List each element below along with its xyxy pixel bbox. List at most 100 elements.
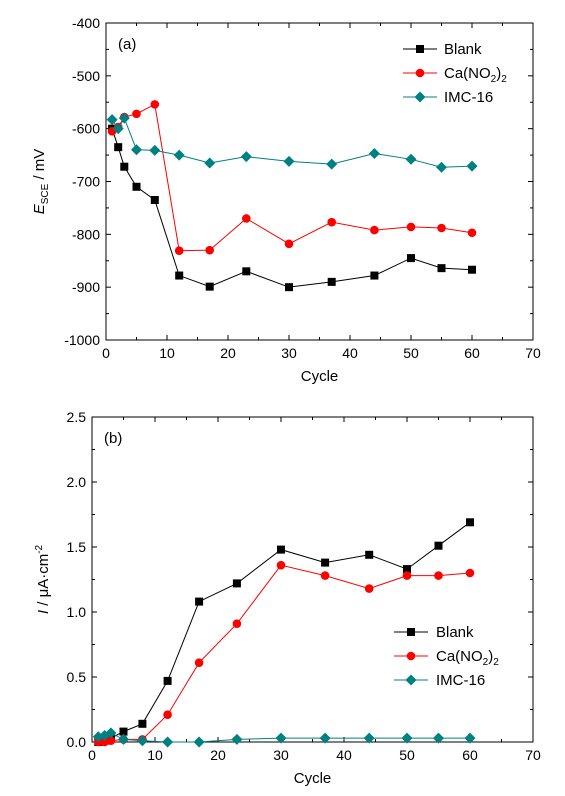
x-tick-label: 40 — [342, 345, 358, 361]
y-tick-label: 1.5 — [67, 539, 87, 555]
y-tick-label: -800 — [72, 226, 100, 242]
data-point — [405, 153, 417, 165]
chart-panel-b: 0 10 20 30 40 50 60 70 0.0 0.5 1.0 1.5 2.0 2.5 Cycle I … — [34, 409, 541, 787]
y-axis-label: ESCE / mV — [31, 149, 51, 215]
y-tick-label: 1.0 — [67, 604, 87, 620]
x-tick-label: 0 — [88, 747, 96, 763]
x-tick-label: 50 — [399, 747, 415, 763]
data-point — [232, 619, 242, 628]
y-tick-label: 0.5 — [67, 669, 87, 685]
x-axis-label: Cycle — [301, 368, 339, 385]
data-point — [162, 736, 174, 748]
y-tick-label: -900 — [72, 279, 100, 295]
data-point — [150, 195, 159, 204]
data-point — [204, 157, 216, 169]
data-point — [436, 161, 447, 173]
data-point — [242, 267, 251, 276]
data-point — [118, 112, 130, 124]
data-point — [205, 282, 214, 291]
data-point — [163, 676, 172, 685]
data-point — [370, 225, 379, 235]
data-point — [106, 736, 116, 745]
data-point — [205, 245, 214, 255]
series-1 — [94, 560, 475, 747]
data-point — [149, 144, 161, 156]
legend-entry: Ca(NO2)2 — [444, 65, 507, 85]
y-tick-label: -500 — [72, 68, 100, 84]
y-tick-label: 2.5 — [67, 409, 87, 425]
data-point — [119, 727, 128, 736]
y-tick-label: -1000 — [64, 332, 100, 348]
legend-entry: Blank — [444, 41, 482, 58]
plot-frame — [91, 416, 534, 743]
data-point — [195, 597, 204, 606]
data-point — [150, 100, 160, 109]
x-tick-label: 70 — [525, 747, 541, 763]
legend-marker — [414, 91, 426, 103]
data-point — [120, 162, 129, 171]
series-2 — [92, 727, 476, 748]
data-point — [118, 733, 129, 745]
legend-marker — [415, 68, 425, 78]
data-point — [114, 143, 123, 152]
data-point — [131, 144, 142, 156]
data-point — [320, 571, 330, 580]
data-point — [466, 518, 474, 527]
data-point — [437, 223, 446, 233]
data-point — [434, 541, 443, 550]
data-point — [112, 123, 124, 135]
series-1 — [107, 100, 477, 256]
data-point — [466, 160, 478, 172]
data-point — [403, 565, 411, 574]
legend-entry: IMC-16 — [444, 89, 493, 106]
y-tick-label: -600 — [72, 121, 100, 137]
y-axis-label: I / μA·cm-2 — [34, 544, 52, 614]
y-tick-label: -400 — [72, 15, 100, 31]
x-tick-label: 0 — [102, 345, 110, 361]
x-tick-label: 10 — [147, 747, 163, 763]
legend-marker — [406, 651, 416, 661]
series-0 — [108, 124, 476, 292]
x-tick-label: 60 — [464, 345, 480, 361]
legend-entry: IMC-16 — [436, 672, 485, 689]
data-point — [406, 222, 416, 232]
x-tick-label: 60 — [462, 747, 478, 763]
data-point — [106, 114, 118, 126]
data-point — [365, 550, 374, 559]
data-point — [319, 732, 331, 744]
x-tick-label: 10 — [159, 345, 175, 361]
x-tick-label: 20 — [220, 345, 236, 361]
data-point — [364, 584, 374, 593]
data-point — [276, 560, 286, 570]
data-point — [434, 571, 443, 580]
data-point — [194, 658, 204, 667]
data-point — [321, 558, 330, 567]
data-point — [464, 732, 476, 744]
y-tick-label: 0.0 — [67, 734, 87, 750]
data-point — [407, 254, 415, 263]
data-point — [193, 736, 205, 748]
legend-entry: Blank — [436, 624, 474, 641]
data-point — [163, 710, 172, 719]
data-point — [175, 271, 184, 280]
data-point — [433, 732, 444, 744]
data-point — [363, 732, 375, 744]
panel-label: (b) — [104, 430, 122, 447]
chart-panel-a: 0 10 20 30 40 50 60 70 -1000 -900 -800 -700 -600 -500… — [31, 15, 541, 385]
data-point — [231, 733, 243, 745]
data-point — [284, 239, 294, 249]
data-point — [138, 719, 147, 728]
y-tick-label: 2.0 — [67, 474, 87, 490]
x-tick-label: 50 — [403, 345, 419, 361]
data-point — [327, 277, 336, 286]
data-point — [402, 571, 412, 580]
data-point — [370, 271, 379, 280]
legend-entry: Ca(NO2)2 — [436, 648, 499, 668]
data-point — [437, 264, 446, 273]
data-point — [465, 568, 475, 578]
data-point — [283, 155, 295, 167]
data-point — [401, 732, 413, 744]
data-point — [326, 158, 338, 170]
data-point — [232, 579, 241, 588]
